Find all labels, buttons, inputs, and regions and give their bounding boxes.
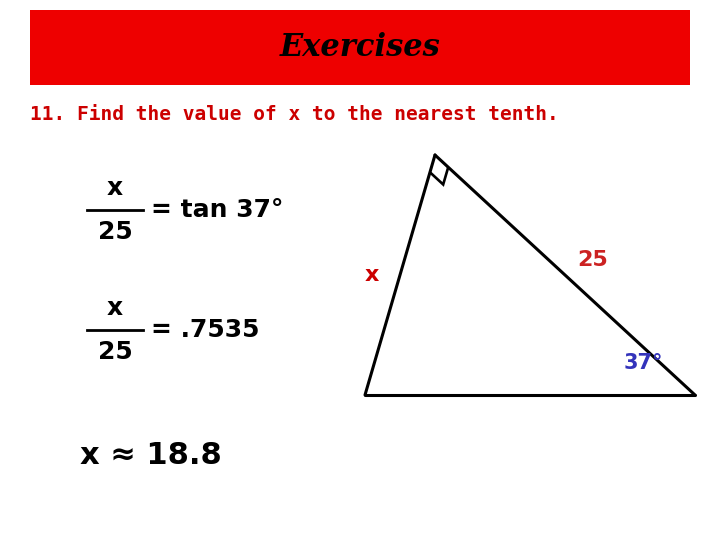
Text: 37°: 37° [624, 353, 662, 373]
Text: 25: 25 [98, 340, 132, 364]
Text: 25: 25 [98, 220, 132, 244]
Text: 25: 25 [577, 250, 608, 270]
Text: x: x [365, 265, 379, 285]
Bar [30, 10, 690, 85]
Text: 11. Find the value of x to the nearest tenth.: 11. Find the value of x to the nearest t… [30, 105, 559, 124]
Text: x ≈ 18.8: x ≈ 18.8 [80, 441, 222, 469]
Text: = .7535: = .7535 [151, 318, 259, 342]
Text: Exercises: Exercises [279, 32, 441, 63]
Text: x: x [107, 176, 123, 200]
Text: x: x [107, 296, 123, 320]
Text: = tan 37°: = tan 37° [151, 198, 284, 222]
